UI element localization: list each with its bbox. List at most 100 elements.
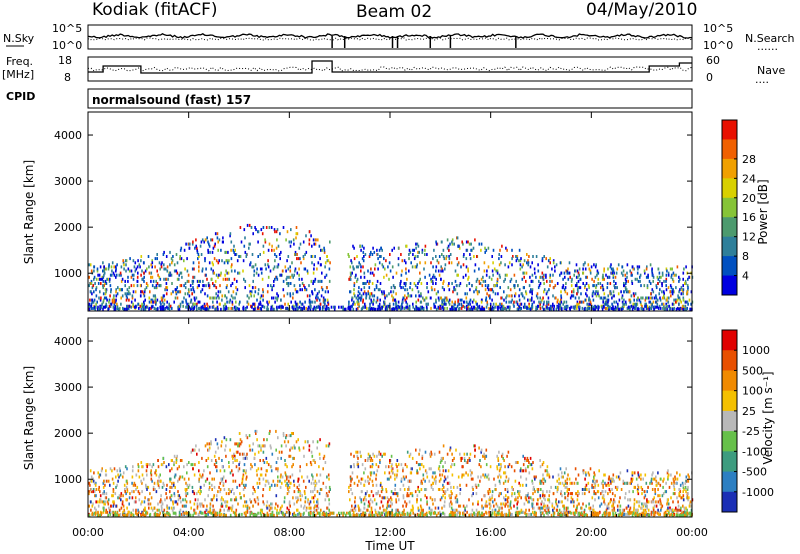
scatter-cell (104, 502, 106, 506)
scatter-cell (607, 481, 610, 485)
scatter-cell (354, 302, 356, 306)
scatter-cell (542, 492, 544, 496)
scatter-cell (513, 492, 516, 496)
scatter-cell (495, 488, 497, 491)
scatter-cell (132, 302, 134, 306)
scatter-cell (468, 242, 471, 246)
scatter-cell (296, 253, 298, 256)
scatter-cell (600, 286, 602, 290)
scatter-cell (542, 506, 544, 510)
scatter-cell (533, 488, 535, 491)
scatter-cell (434, 506, 437, 510)
scatter-cell (296, 307, 299, 311)
scatter-cell (603, 269, 605, 273)
scatter-cell (292, 432, 294, 435)
scatter-cell (451, 300, 453, 304)
scatter-cell (291, 273, 293, 277)
scatter-cell (518, 481, 520, 485)
scatter-cell (256, 481, 259, 485)
scatter-cell (113, 265, 115, 269)
scatter-cell (539, 304, 541, 308)
scatter-cell (659, 298, 662, 302)
scatter-cell (137, 510, 140, 514)
scatter-cell (90, 490, 93, 494)
scatter-cell (488, 498, 491, 502)
scatter-cell (551, 267, 553, 271)
scatter-cell (662, 492, 665, 496)
scatter-cell (309, 500, 312, 504)
scatter-cell (511, 248, 513, 252)
scatter-cell (170, 494, 173, 498)
scatter-cell (160, 302, 162, 306)
scatter-cell (380, 246, 382, 250)
scatter-cell (157, 479, 159, 483)
scatter-cell (685, 506, 687, 510)
scatter-cell (504, 512, 506, 516)
scatter-cell (392, 290, 395, 294)
scatter-cell (130, 284, 133, 288)
scatter-cell (675, 307, 678, 311)
scatter-cell (196, 246, 198, 250)
scatter-cell (507, 450, 510, 454)
scatter-cell (146, 463, 149, 467)
scatter-cell (583, 307, 586, 311)
scatter-cell (117, 496, 119, 500)
scatter-cell (170, 273, 173, 277)
scatter-cell (370, 456, 373, 460)
scatter-cell (230, 284, 232, 288)
scatter-cell (595, 263, 597, 267)
scatter-cell (283, 500, 286, 504)
scatter-cell (456, 257, 458, 261)
scatter-cell (440, 477, 442, 481)
scatter-cell (506, 305, 509, 309)
scatter-cell (560, 500, 562, 504)
scatter-cell (163, 263, 165, 267)
scatter-cell (142, 292, 145, 296)
scatter-cell (141, 302, 143, 306)
scatter-cell (149, 290, 151, 294)
scatter-cell (305, 306, 308, 310)
scatter-cell (511, 512, 513, 516)
scatter-cell (400, 253, 402, 256)
scatter-cell (387, 304, 390, 308)
scatter-cell (649, 300, 652, 304)
scatter-cell (684, 279, 687, 283)
scatter-cell (377, 465, 380, 469)
scatter-cell (261, 232, 264, 236)
scatter-cell (183, 284, 185, 288)
scatter-cell (628, 305, 630, 309)
scatter-cell (642, 508, 645, 512)
scatter-cell (253, 273, 255, 277)
scatter-cell (298, 446, 300, 450)
noise-left-label: N.Sky (3, 32, 35, 45)
scatter-cell (453, 456, 455, 460)
scatter-cell (570, 305, 572, 309)
scatter-cell (528, 496, 530, 500)
scatter-cell (363, 246, 365, 250)
scatter-cell (275, 296, 277, 300)
scatter-cell (249, 290, 251, 294)
scatter-cell (687, 302, 689, 306)
noise-left-tick-top: 10^5 (52, 22, 82, 35)
scatter-cell (168, 463, 170, 467)
scatter-cell (169, 485, 171, 489)
scatter-cell (189, 307, 192, 311)
scatter-cell (308, 242, 311, 246)
scatter-cell (197, 257, 199, 261)
scatter-cell (278, 253, 281, 256)
scatter-cell (597, 271, 600, 275)
scatter-cell (500, 296, 502, 300)
scatter-cell (559, 273, 561, 277)
scatter-cell (160, 263, 163, 267)
scatter-cell (273, 307, 275, 311)
scatter-cell (173, 481, 175, 485)
scatter-cell (312, 307, 314, 311)
scatter-cell (235, 286, 237, 290)
scatter-cell (129, 492, 131, 496)
scatter-cell (452, 485, 455, 489)
scatter-cell (196, 506, 199, 510)
scatter-cell (377, 510, 380, 514)
scatter-cell (571, 498, 574, 502)
scatter-cell (528, 471, 531, 475)
scatter-cell (213, 257, 216, 261)
